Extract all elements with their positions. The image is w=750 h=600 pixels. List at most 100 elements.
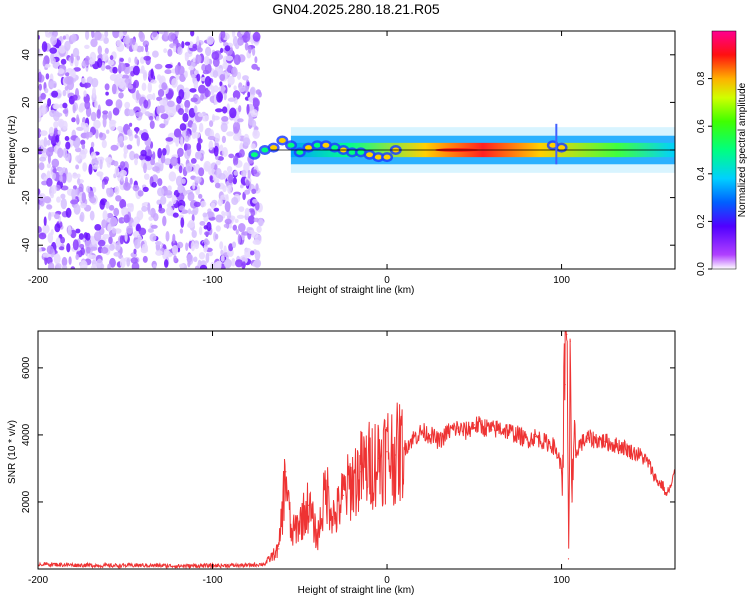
noise-speckle: [209, 175, 213, 181]
noise-speckle: [38, 48, 41, 54]
noise-speckle: [146, 93, 154, 101]
noise-speckle: [87, 131, 93, 138]
signal-blob-core: [270, 145, 278, 151]
noise-speckle: [101, 139, 107, 149]
noise-speckle: [129, 177, 133, 185]
noise-speckle: [60, 193, 66, 199]
noise-speckle: [115, 195, 122, 202]
noise-speckle: [247, 91, 251, 98]
signal-blob-core: [322, 142, 330, 148]
snr-data-point: [491, 429, 493, 431]
noise-speckle: [198, 252, 206, 260]
noise-speckle: [232, 121, 241, 133]
noise-speckle: [48, 80, 57, 89]
noise-speckle: [225, 55, 234, 61]
noise-speckle: [118, 31, 124, 40]
snr-data-point: [325, 487, 327, 490]
snr-data-point: [177, 565, 179, 567]
noise-speckle: [119, 235, 125, 245]
signal-blob-core: [348, 149, 356, 155]
noise-speckle: [188, 66, 194, 71]
spectrogram-y-tick-label: -40: [21, 238, 32, 253]
noise-speckle: [178, 108, 184, 115]
noise-speckle: [89, 190, 94, 197]
noise-speckle: [203, 246, 208, 253]
noise-speckle: [40, 139, 45, 149]
noise-speckle: [246, 103, 250, 115]
noise-speckle: [192, 182, 196, 190]
noise-speckle: [252, 198, 258, 204]
snr-data-point: [395, 454, 397, 456]
noise-speckle: [90, 264, 99, 269]
noise-speckle: [140, 46, 144, 52]
snr-data-point: [561, 467, 563, 469]
noise-speckle: [220, 122, 228, 133]
snr-x-tick-label: -100: [203, 575, 223, 586]
noise-speckle: [119, 57, 125, 62]
noise-speckle: [217, 156, 224, 161]
noise-speckle: [190, 158, 197, 164]
noise-speckle: [123, 152, 127, 159]
noise-speckle: [99, 199, 105, 210]
noise-speckle: [80, 247, 85, 256]
noise-speckle: [44, 255, 48, 266]
snr-data-point: [651, 471, 653, 473]
noise-speckle: [134, 157, 138, 166]
noise-speckle: [231, 241, 237, 249]
noise-speckle: [232, 224, 237, 231]
noise-speckle: [112, 66, 118, 74]
noise-speckle: [200, 200, 207, 208]
noise-speckle: [172, 233, 176, 244]
noise-speckle: [89, 246, 98, 251]
snr-data-point: [670, 484, 673, 486]
noise-speckle: [110, 144, 119, 151]
noise-speckle: [38, 162, 45, 171]
noise-speckle: [197, 138, 203, 144]
snr-data-point: [630, 451, 633, 453]
noise-speckle: [244, 247, 253, 258]
noise-speckle: [240, 184, 244, 189]
noise-speckle: [231, 31, 236, 38]
signal-blob-core: [357, 149, 365, 155]
noise-speckle: [157, 147, 163, 159]
noise-speckle: [116, 73, 123, 78]
noise-speckle: [39, 198, 45, 207]
signal-blob-core: [261, 147, 269, 153]
snr-x-axis-label: Height of straight line (km): [298, 585, 415, 596]
noise-speckle: [219, 81, 223, 87]
noise-speckle: [203, 225, 208, 230]
noise-speckle: [43, 196, 51, 204]
noise-speckle: [251, 188, 257, 194]
noise-speckle: [40, 130, 48, 137]
noise-speckle: [224, 201, 231, 213]
noise-speckle: [152, 50, 159, 58]
signal-blob-core: [313, 142, 321, 148]
noise-speckle: [236, 71, 242, 80]
noise-speckle: [223, 223, 229, 228]
noise-speckle: [238, 86, 246, 93]
noise-speckle: [247, 46, 252, 54]
noise-speckle: [154, 63, 163, 70]
noise-speckle: [105, 99, 113, 107]
noise-speckle: [254, 56, 258, 64]
noise-speckle: [155, 240, 162, 246]
noise-speckle: [207, 250, 214, 257]
snr-data-point: [508, 431, 510, 433]
noise-speckle: [190, 97, 198, 103]
noise-speckle: [51, 184, 57, 194]
noise-speckle: [252, 31, 261, 42]
noise-speckle: [215, 225, 221, 232]
colorbar: 0.0 0.2 0.4 0.6 0.8 Normalized spectral ampl…: [696, 30, 748, 276]
noise-speckle: [231, 197, 239, 205]
noise-speckle: [48, 262, 55, 269]
noise-speckle: [178, 165, 183, 174]
noise-speckle: [162, 148, 167, 156]
noise-speckle: [70, 53, 74, 64]
noise-speckle: [80, 121, 86, 128]
noise-speckle: [141, 205, 148, 212]
noise-speckle: [211, 51, 220, 60]
noise-speckle: [202, 212, 208, 218]
noise-speckle: [76, 55, 80, 61]
snr-data-point: [438, 441, 440, 443]
